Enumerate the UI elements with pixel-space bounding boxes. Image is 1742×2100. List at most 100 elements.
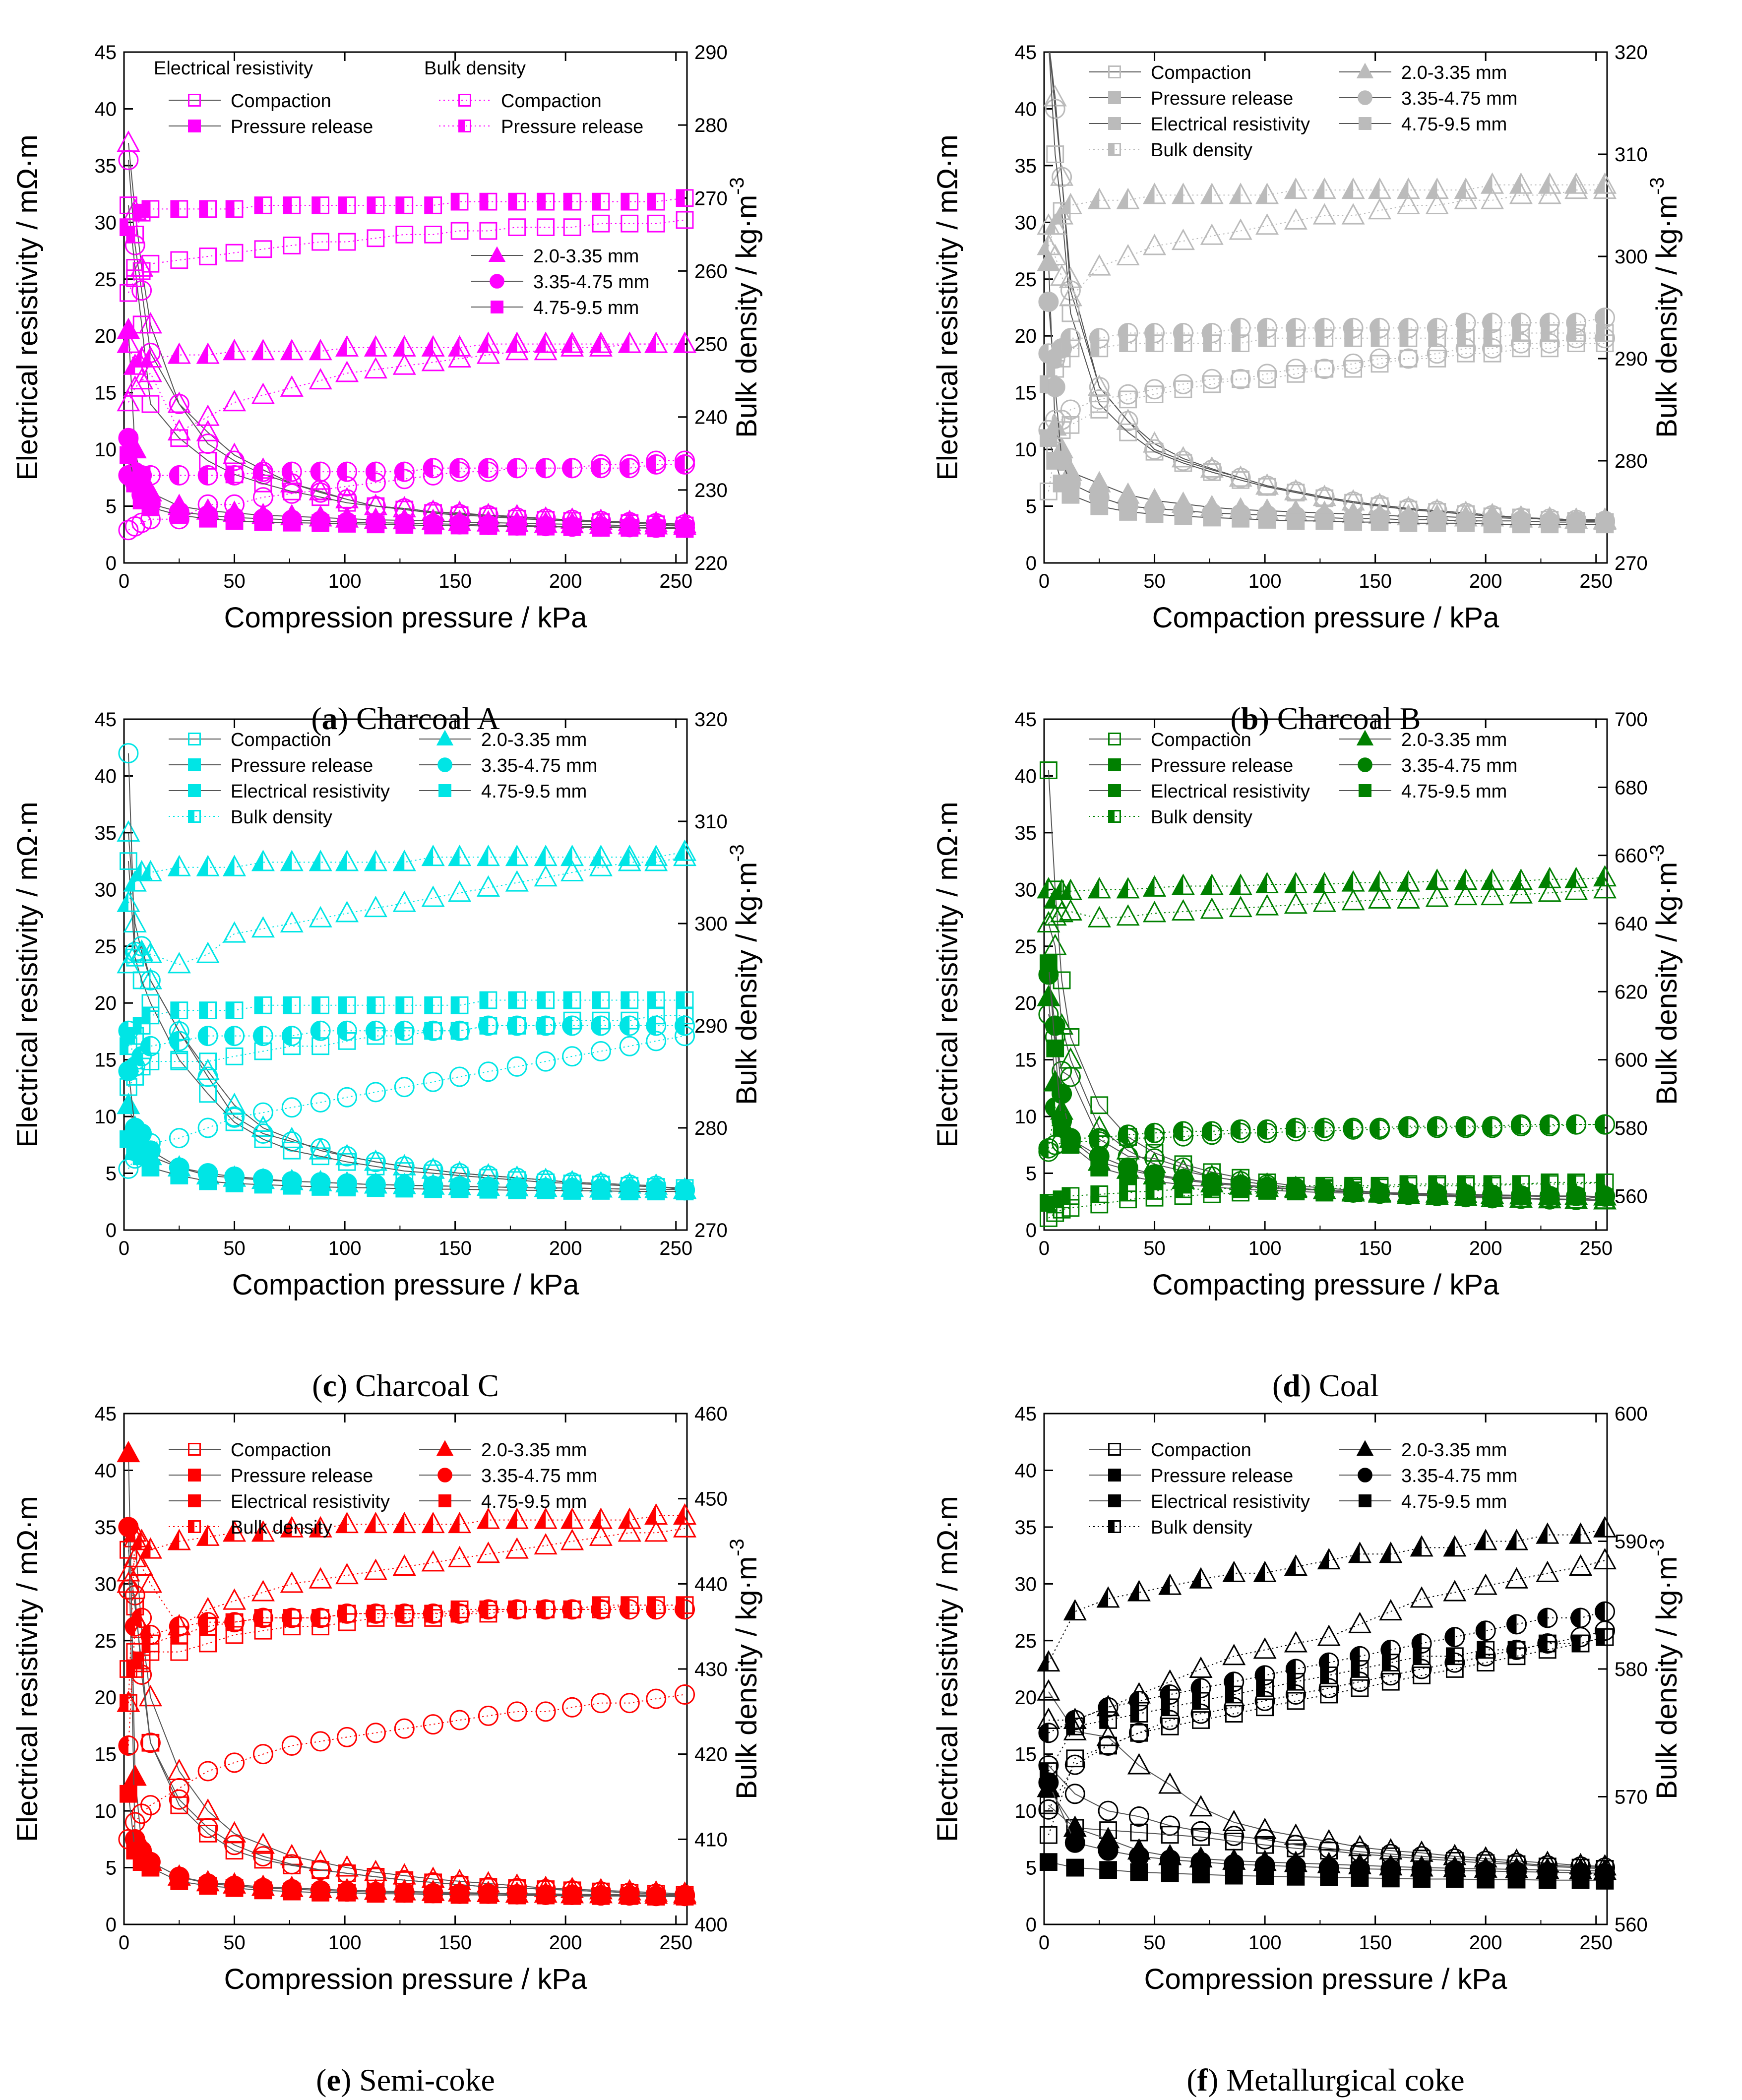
- marker-shape: [170, 251, 188, 269]
- marker-shape: [1229, 218, 1252, 240]
- marker-shape: [335, 1563, 359, 1585]
- series-den-release-2-3-point: [280, 339, 304, 361]
- legend-marker: [1108, 810, 1121, 823]
- series-den-release-4-9-point: [1232, 334, 1250, 352]
- marker-outline: [309, 339, 332, 361]
- marker-shape: [1099, 1861, 1117, 1879]
- series-den-compaction-3-4-point: [1098, 1735, 1119, 1756]
- caption-paren-open: (: [1186, 2062, 1197, 2098]
- marker-shape: [225, 1626, 244, 1644]
- series-rho-release-4-9-point: [424, 1885, 442, 1904]
- series-den-compaction-2-3-point: [1050, 264, 1074, 286]
- marker-outline: [1504, 1529, 1529, 1550]
- marker-shape: [647, 1888, 665, 1906]
- marker-shape: [311, 488, 330, 506]
- marker-shape: [1457, 344, 1475, 363]
- series-rho-release-4-9-point: [1099, 1861, 1117, 1879]
- marker-shape: [169, 394, 189, 415]
- marker-shape: [1253, 1817, 1277, 1840]
- legend-marker: [1108, 733, 1121, 745]
- legend-marker: [1356, 62, 1374, 79]
- marker-shape: [1200, 456, 1224, 478]
- marker-shape: [421, 350, 445, 371]
- marker-fill: [675, 455, 685, 474]
- series-rho-release-2-3-line: [127, 1453, 685, 1896]
- series-den-release-2-3-point: [1127, 1580, 1151, 1602]
- marker-fill: [1476, 1621, 1486, 1640]
- series-den-release-4-9-point: [141, 1634, 160, 1653]
- marker-outline: [421, 335, 445, 357]
- series-den-release-3-4-point: [281, 461, 302, 482]
- marker-shape: [1050, 164, 1074, 186]
- y-tick-label: 10: [95, 1106, 117, 1128]
- y-tick-label: 10: [1015, 1106, 1037, 1128]
- panel-c-data: [117, 743, 697, 1201]
- series-den-compaction-2-3-point: [476, 1542, 500, 1563]
- marker-fill: [451, 1601, 460, 1618]
- marker-shape: [1509, 882, 1533, 904]
- marker-outline: [118, 1735, 139, 1756]
- marker-fill: [312, 197, 321, 214]
- marker-shape: [1253, 1637, 1277, 1659]
- series-rho-release-4-9-point: [367, 1179, 385, 1197]
- marker-shape: [309, 1138, 332, 1160]
- series-rho-release-4-9-point: [450, 1886, 469, 1904]
- marker-shape: [394, 1718, 415, 1739]
- series-den-release-4-9-point: [1344, 1176, 1363, 1195]
- marker-shape: [1399, 350, 1418, 368]
- marker-shape: [1087, 254, 1111, 276]
- series-rho-release-4-9-point: [676, 1888, 694, 1906]
- y2-tick-label: 700: [1615, 709, 1648, 731]
- x-tick-label: 100: [328, 570, 362, 592]
- y2-tick-label: 420: [694, 1744, 728, 1766]
- series-den-release-2-3-point: [1564, 866, 1588, 888]
- series-rho-compaction-4-9-point: [1192, 1828, 1210, 1846]
- marker-fill: [226, 1002, 235, 1019]
- marker-outline: [225, 1613, 244, 1631]
- series-rho-release-4-9-point: [283, 1882, 301, 1901]
- legend-label: Compaction: [501, 91, 602, 112]
- marker-shape: [367, 497, 385, 515]
- series-rho-release-4-9-point: [1203, 508, 1221, 527]
- series-rho-compaction-4-9-point: [1344, 494, 1363, 512]
- marker-shape: [1312, 890, 1336, 912]
- series-den-release-2-3-point: [1087, 877, 1111, 899]
- marker-fill: [451, 997, 460, 1014]
- series-den-compaction-3-4-point: [449, 1710, 470, 1730]
- series-den-compaction-2-3-point: [1255, 894, 1279, 916]
- marker-fill: [619, 333, 630, 353]
- marker-fill: [1175, 1181, 1183, 1197]
- marker-outline: [1255, 871, 1279, 894]
- marker-shape: [338, 1178, 356, 1197]
- legend-density: Bulk density: [169, 807, 332, 828]
- y-tick-label: 30: [95, 212, 117, 234]
- marker-outline: [1483, 329, 1501, 347]
- marker-fill: [423, 1513, 434, 1533]
- marker-shape: [310, 1092, 331, 1112]
- series-rho-compaction-3-4-point: [1144, 439, 1165, 460]
- y-tick-label: 10: [95, 1800, 117, 1822]
- series-rho-compaction-4-9-point: [1130, 1823, 1148, 1842]
- series-den-release-3-4-point: [252, 461, 273, 482]
- marker-outline: [1341, 177, 1365, 199]
- marker-outline: [676, 991, 694, 1009]
- marker-fill: [424, 1021, 434, 1041]
- series-den-compaction-4-9-point: [1090, 401, 1109, 419]
- series-den-compaction-3-4-point: [224, 1107, 245, 1128]
- marker-shape: [1341, 203, 1365, 225]
- marker-shape: [395, 1179, 414, 1198]
- legend-marker: [1108, 784, 1121, 797]
- marker-outline: [1174, 1180, 1192, 1198]
- legend-heading-resistivity: Electrical resistivity: [154, 58, 313, 79]
- series-den-release-3-4-point: [1369, 1117, 1390, 1138]
- marker-shape: [560, 1529, 584, 1550]
- series-den-release-4-9-point: [676, 1596, 694, 1614]
- series-rho-release-4-9-point: [1541, 515, 1559, 534]
- marker-shape: [117, 1093, 140, 1114]
- marker-shape: [534, 1533, 558, 1555]
- marker-fill: [1427, 179, 1437, 198]
- marker-outline: [1428, 329, 1446, 347]
- marker-shape: [1119, 503, 1137, 521]
- y2-tick-label: 600: [1615, 1403, 1648, 1425]
- marker-shape: [367, 1027, 385, 1045]
